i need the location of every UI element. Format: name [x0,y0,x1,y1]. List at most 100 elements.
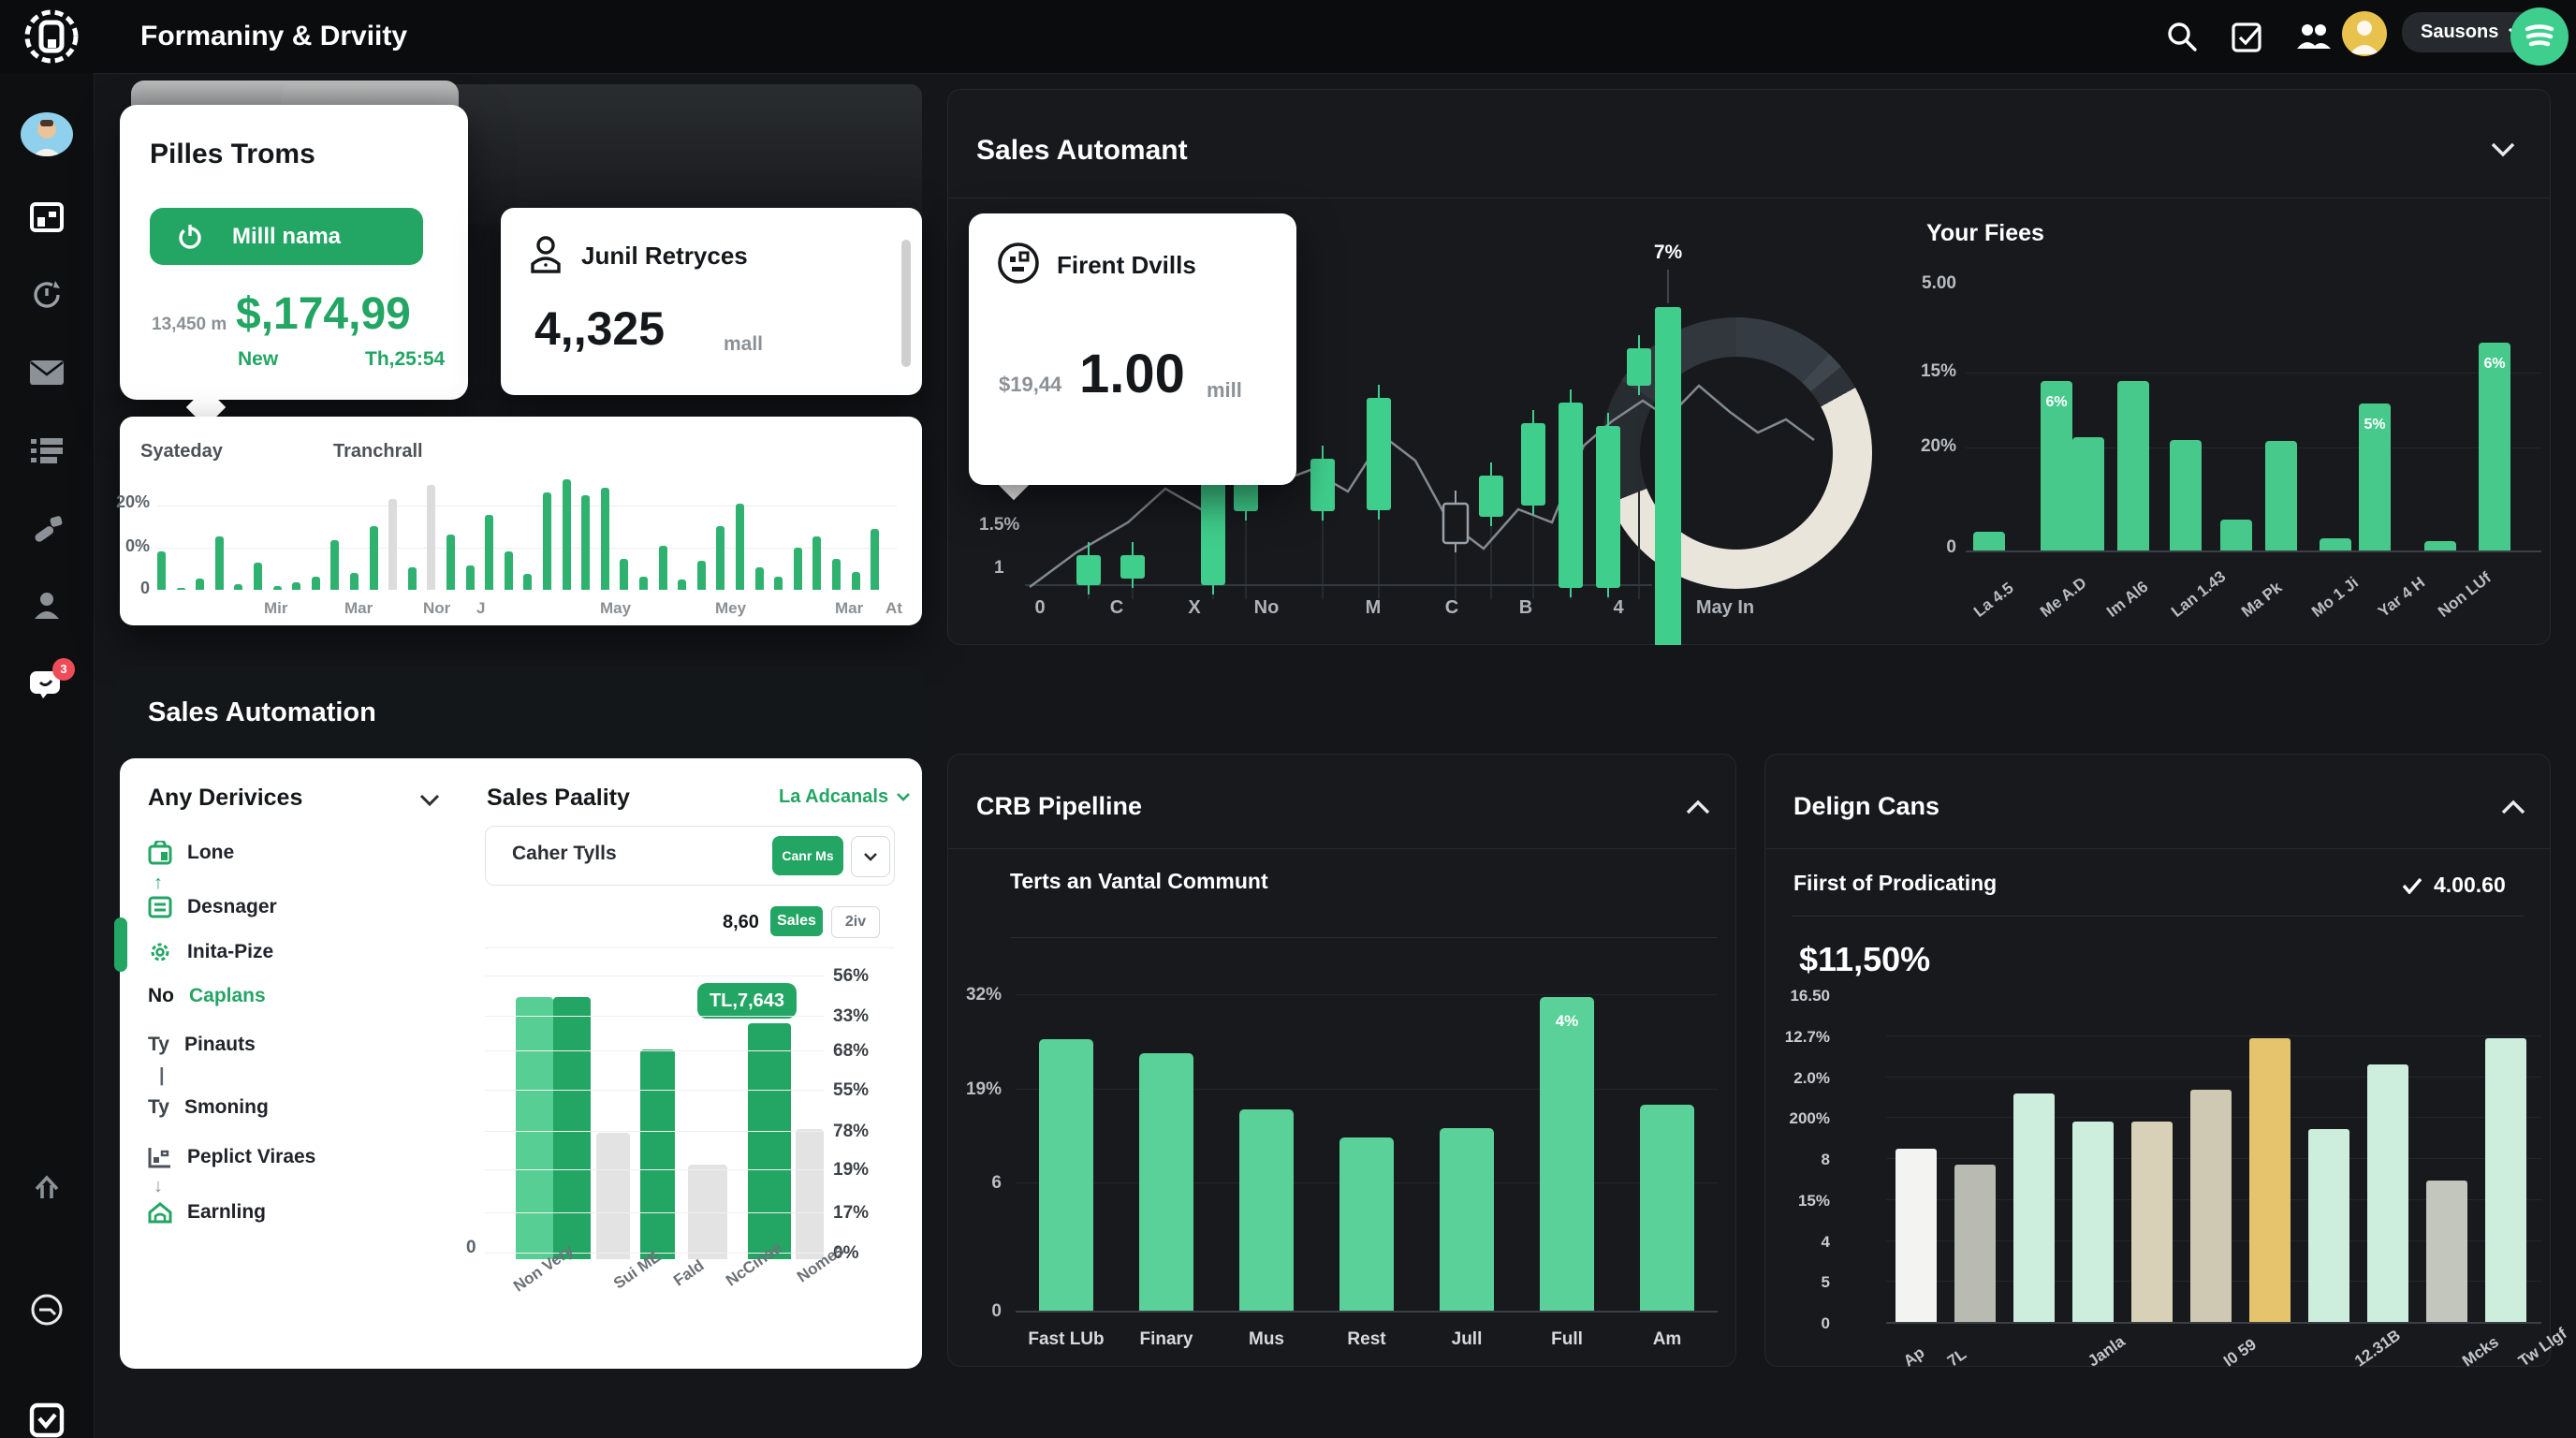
sidebar-item-dashboard[interactable] [26,199,67,234]
gear-icon [151,943,169,961]
svg-text:May In: May In [1696,597,1754,618]
active-item-indicator [114,917,127,972]
list-item-lone[interactable]: Lone [148,841,234,865]
list-item-desnager[interactable]: Desnager [148,896,277,918]
bar: 6% [2041,380,2072,550]
search-icon[interactable] [2164,19,2200,54]
edit-check-icon[interactable] [2230,19,2265,54]
pa-y-label: 56% [833,966,870,986]
sales-badge[interactable]: Sales [770,906,823,936]
sidebar-item-tools[interactable] [26,510,67,545]
gridline [1016,1089,1718,1090]
delign-chart [1886,997,2541,1322]
panel-title: Delign Cans [1793,792,1940,820]
sidebar-item-mail[interactable] [26,355,67,389]
bar [2072,437,2104,550]
scrollbar[interactable] [901,240,911,367]
metric-tag-new: New [238,348,279,370]
row-value: 4.00.60 [2434,873,2506,897]
power-icon [176,223,204,251]
bar [543,492,551,590]
dg-y-label: 8 [1821,1151,1830,1168]
caher-tylls-field[interactable]: Canr Ms [485,826,895,886]
list-item-earnling[interactable]: Earnling [148,1201,266,1224]
trend-x-label: Mir [264,599,288,617]
canr-ms-button[interactable]: Canr Ms [772,836,843,875]
connector-up: ↑ [154,873,163,893]
bar [871,529,880,590]
bar [1039,1039,1093,1311]
junil-value: 4,,325 [534,302,666,355]
svg-text:7%: 7% [1654,242,1683,263]
list-item-caplans[interactable]: No Caplans [148,985,266,1007]
app-logo-icon[interactable] [21,6,82,67]
svg-text:1: 1 [994,558,1004,578]
collapse-chevron-down[interactable] [2491,142,2515,157]
bar [157,550,166,590]
panel-subtitle: Terts an Vantal Communt [1010,869,1268,893]
devices-chevron-down[interactable] [419,794,440,807]
trend-x-label: May [600,599,632,617]
bag-icon [148,841,172,865]
list-item-smoning[interactable]: Ty Smoning [148,1096,269,1119]
bar [234,584,243,590]
bar [311,576,320,590]
sidebar-item-history[interactable] [26,277,67,312]
paality-zero-label: 0 [466,1238,476,1257]
svg-text:4: 4 [1613,597,1624,618]
person-icon [529,236,563,273]
trend-y-label: 20% [115,492,150,511]
home-icon [148,1202,172,1224]
bar [620,558,629,590]
sidebar-item-upload[interactable] [26,1168,67,1203]
bar [388,499,398,590]
bar [754,567,764,590]
menu-button[interactable] [2510,7,2569,66]
list-item-label: Caplans [189,985,266,1006]
trend-card: Syateday Tranchrall [120,417,922,625]
list-item-label: Desnager [187,896,277,917]
bar [696,561,706,590]
sidebar-avatar[interactable] [21,112,73,157]
la-adcanals-link[interactable]: La Adcanals [779,786,911,808]
sidebar-item-inbox[interactable] [26,1402,67,1438]
list-item-pinauts[interactable]: Ty Pinauts [148,1034,256,1056]
caher-tylls-input[interactable] [510,842,729,866]
bar [688,1165,727,1259]
crb-x-label: Mus [1249,1329,1284,1349]
bar [2131,1121,2173,1322]
list-item-inita-pize[interactable]: Inita-Pize [148,940,273,964]
metric-value: $,174,99 [236,289,411,339]
avatar[interactable] [2342,11,2387,56]
bar [1640,1105,1694,1311]
list-item-peplict-viraes[interactable]: Peplict Viraes [148,1146,315,1168]
users-icon[interactable] [2295,21,2333,52]
pa-y-label: 55% [833,1080,870,1100]
crb-x-label: Jull [1451,1329,1483,1349]
period-box[interactable]: 2iv [831,906,880,938]
paality-tooltip: TL,7,643 [697,983,797,1019]
profile-dropdown-label: Sausons [2421,22,2499,42]
crb-y-label: 19% [965,1079,1002,1099]
sidebar-item-clock[interactable] [26,1293,67,1328]
trend-x-label: Mey [715,599,747,617]
collapse-chevron-up[interactable] [2501,800,2525,814]
trend-x-label: At [886,599,902,617]
list-item-label: Smoning [183,1096,269,1118]
button-label: Canr Ms [782,848,834,863]
mill-nama-button[interactable]: Milll nama [150,208,423,265]
sidebar-item-list[interactable] [26,433,67,467]
pa-y-label: 0% [833,1243,859,1263]
bar [774,576,783,590]
bar-value-label: 6% [2045,393,2068,410]
crb-x-label: Rest [1347,1329,1386,1349]
metric-caption: 13,450 m [152,315,227,334]
field-chevron-button[interactable] [851,836,890,877]
collapse-chevron-up[interactable] [1686,800,1710,814]
badge-label: Sales [777,913,816,929]
row-value-wrap: 4.00.60 [2402,873,2506,898]
dg-y-label: 0 [1821,1314,1830,1332]
bar [716,525,725,590]
sidebar-item-chat[interactable]: 3 [26,657,75,700]
sidebar-item-profile[interactable] [26,588,67,623]
